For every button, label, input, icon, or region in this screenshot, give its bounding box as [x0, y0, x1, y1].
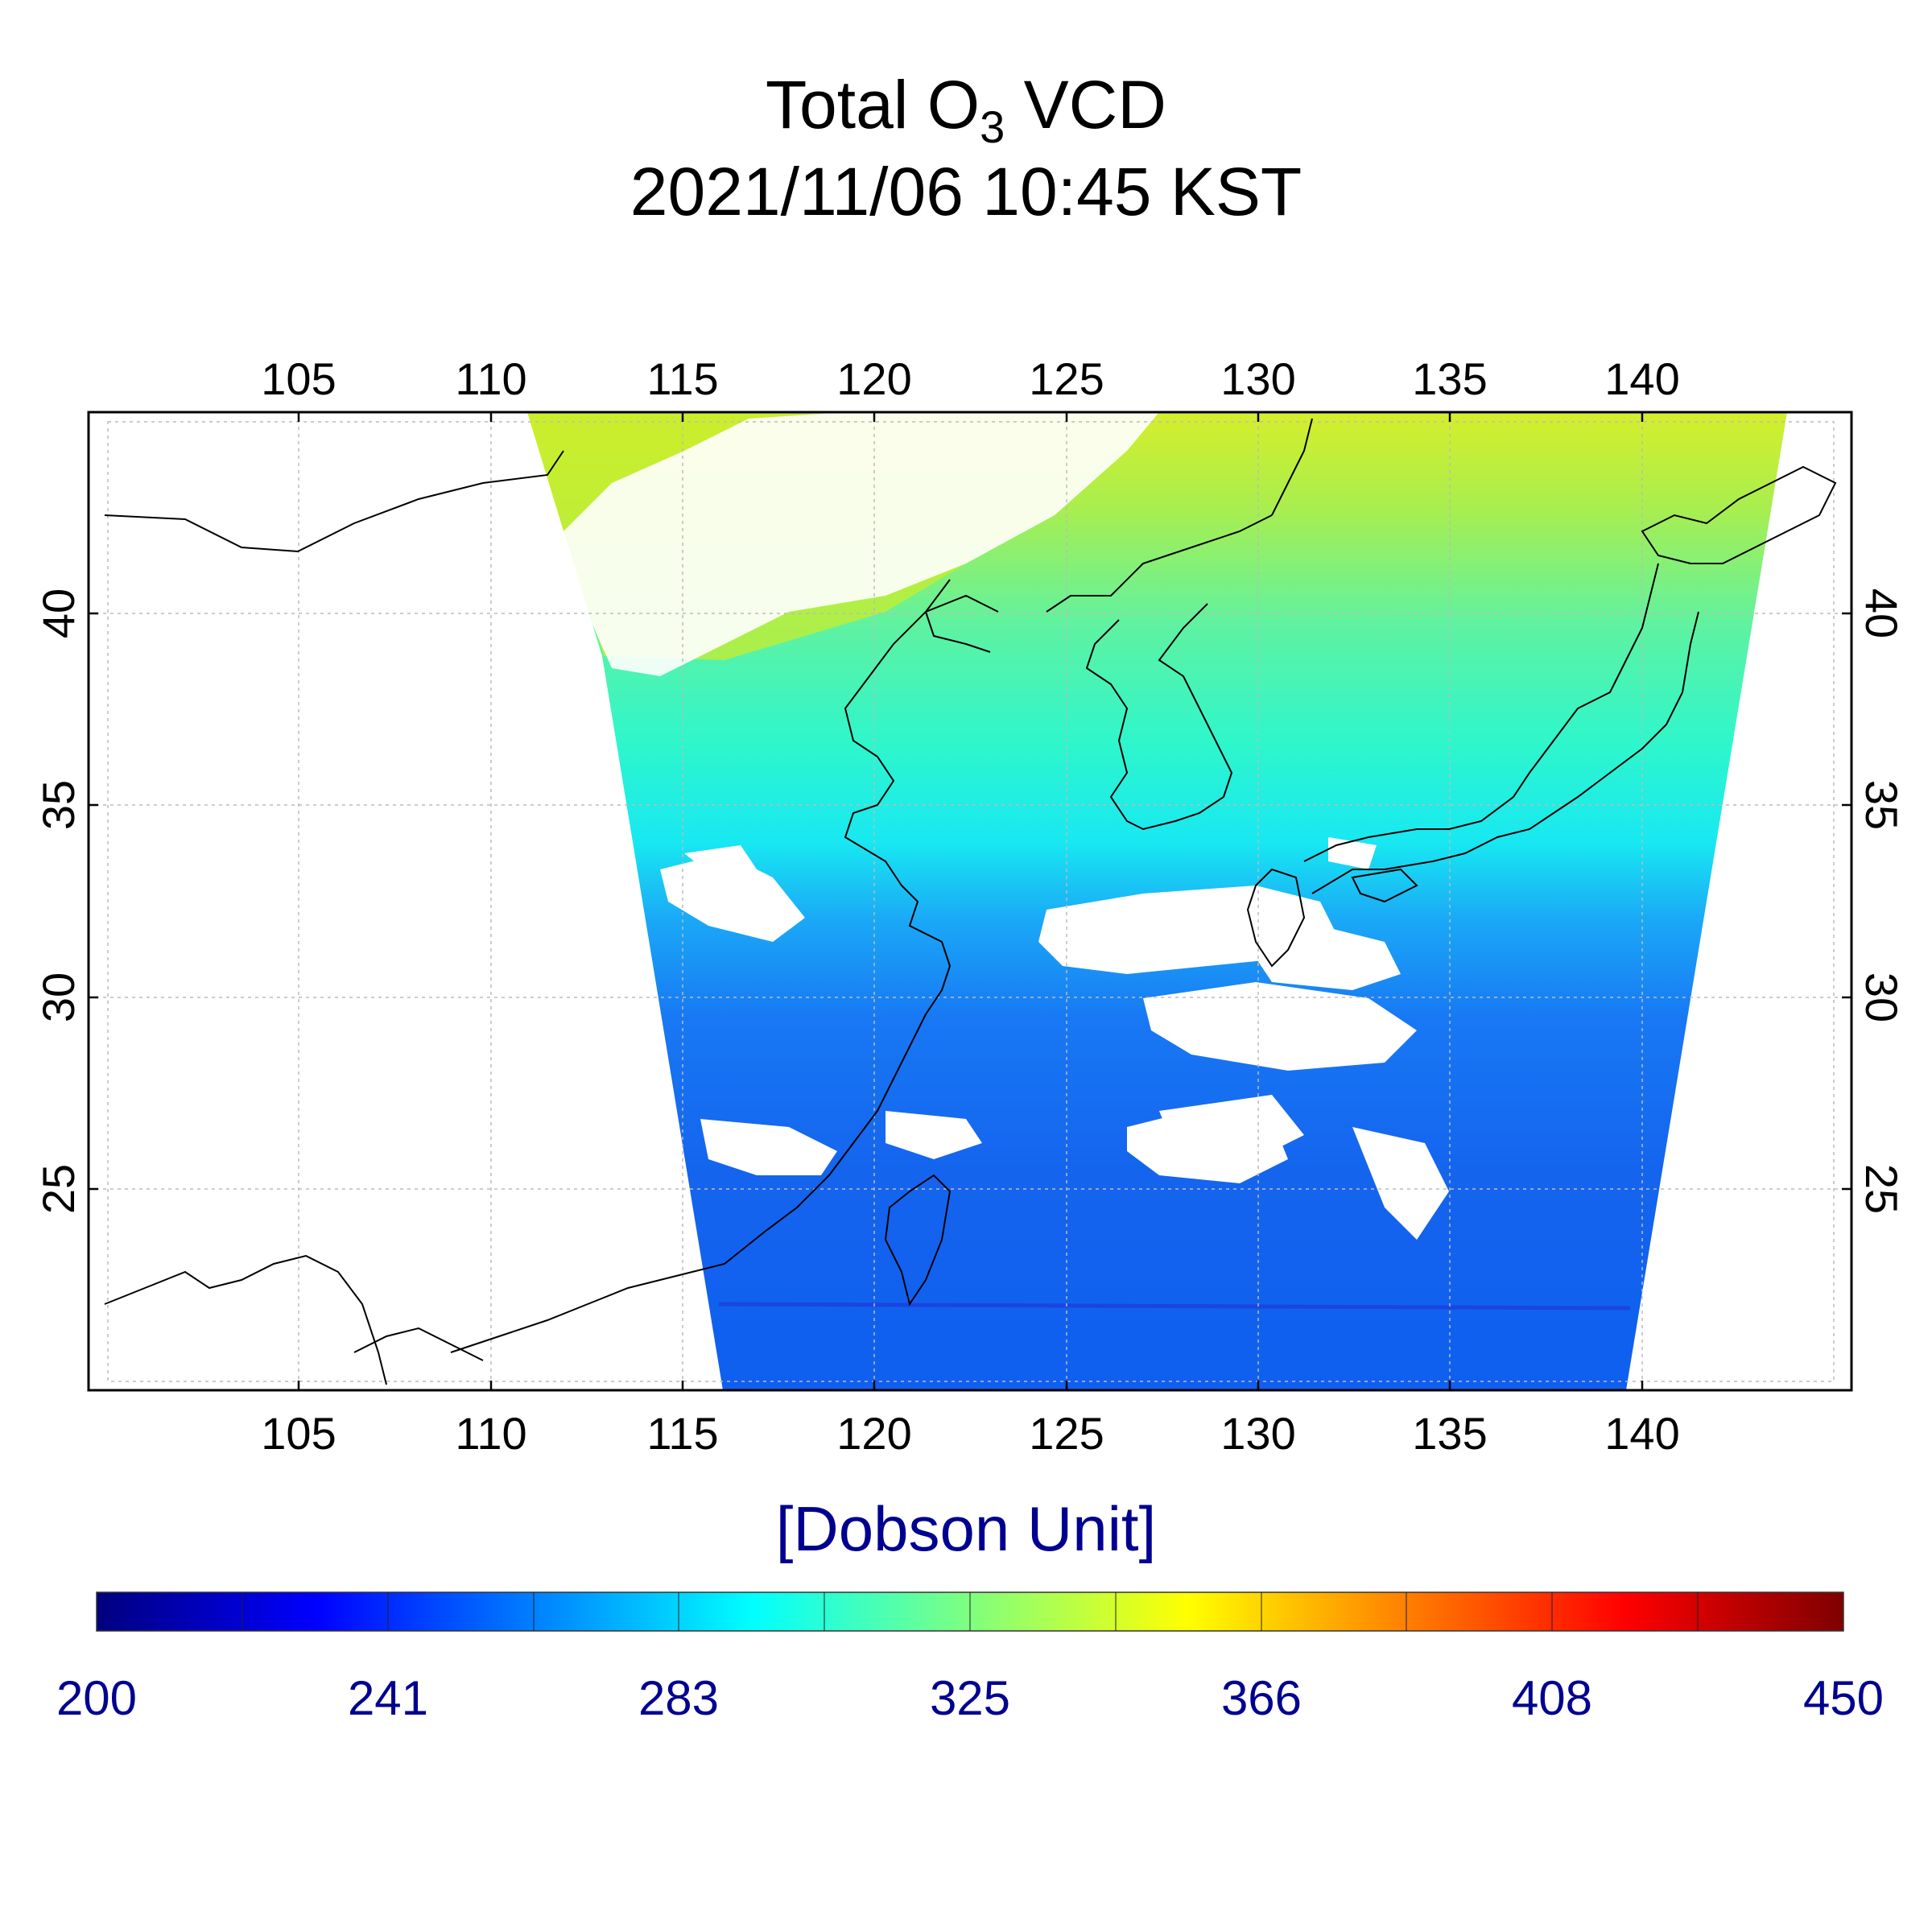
lat-label-left-30: 30	[33, 972, 84, 1022]
lon-label-top-125: 125	[1029, 353, 1104, 404]
colorbar-unit-label: [Dobson Unit]	[775, 1493, 1157, 1564]
cloud-mask	[564, 412, 1449, 1240]
lat-label-left-40: 40	[33, 588, 84, 638]
lat-label-right-35: 35	[1856, 780, 1907, 830]
japan-honshu-south	[1311, 611, 1699, 894]
lon-label-bottom-110: 110	[455, 1408, 526, 1459]
lat-label-right-40: 40	[1856, 588, 1907, 638]
map-title-line2: 2021/11/06 10:45 KST	[630, 154, 1302, 229]
lat-labels-right: 40 35 30 25	[1856, 588, 1907, 1214]
lon-label-top-130: 130	[1220, 353, 1295, 404]
lon-label-bottom-120: 120	[836, 1408, 911, 1459]
lon-label-bottom-130: 130	[1220, 1408, 1295, 1459]
map-frame	[87, 411, 1853, 1392]
korea-coast	[1085, 603, 1233, 831]
lon-label-top-110: 110	[455, 353, 526, 404]
korea-north-border	[1046, 514, 1273, 613]
hainan-gulf	[353, 1327, 484, 1361]
colorbar-label-408: 408	[1511, 1671, 1593, 1725]
lon-label-bottom-125: 125	[1029, 1408, 1104, 1459]
lon-label-top-135: 135	[1412, 353, 1487, 404]
japan-kyushu	[1246, 868, 1306, 968]
japan-honshu	[1303, 563, 1659, 862]
lon-label-bottom-140: 140	[1604, 1408, 1679, 1459]
taiwan	[884, 1174, 952, 1307]
graticule	[89, 412, 1852, 1390]
lon-label-top-120: 120	[836, 353, 911, 404]
colorbar-label-450: 450	[1802, 1671, 1885, 1725]
indochina-border	[104, 1254, 387, 1385]
colorbar-label-283: 283	[638, 1671, 720, 1725]
colorbar-label-366: 366	[1220, 1671, 1302, 1725]
colorbar-label-241: 241	[347, 1671, 429, 1725]
colorbar-ticks	[242, 1592, 1699, 1631]
lon-label-top-115: 115	[646, 353, 718, 404]
lat-label-right-25: 25	[1856, 1164, 1907, 1214]
lon-label-top-140: 140	[1604, 353, 1679, 404]
china-mongolia-border	[104, 450, 564, 553]
japan-shikoku	[1351, 868, 1418, 903]
lat-labels-left: 40 35 30 25	[33, 588, 84, 1214]
axis-ticks	[89, 412, 1852, 1390]
swath-artifact-line	[718, 1302, 1631, 1311]
hokkaido	[1641, 465, 1837, 564]
lon-labels-top: 105 110 115 120 125 130 135 140	[261, 353, 1679, 404]
lon-label-top-105: 105	[261, 353, 336, 404]
lon-label-bottom-105: 105	[261, 1408, 336, 1459]
colorbar-label-325: 325	[929, 1671, 1011, 1725]
coastlines	[104, 418, 1837, 1385]
colorbar-label-200: 200	[56, 1671, 138, 1725]
china-coast	[450, 594, 999, 1353]
lat-label-left-35: 35	[33, 780, 84, 830]
lon-label-bottom-135: 135	[1412, 1408, 1487, 1459]
lat-label-right-30: 30	[1856, 972, 1907, 1022]
lon-labels-bottom: 105 110 115 120 125 130 135 140	[261, 1408, 1679, 1459]
liaodong-coast	[924, 579, 991, 653]
map-title-line1: Total O3 VCD	[766, 67, 1166, 152]
lon-label-bottom-115: 115	[646, 1408, 718, 1459]
russia-coast	[1271, 418, 1313, 516]
lat-label-left-25: 25	[33, 1164, 84, 1214]
